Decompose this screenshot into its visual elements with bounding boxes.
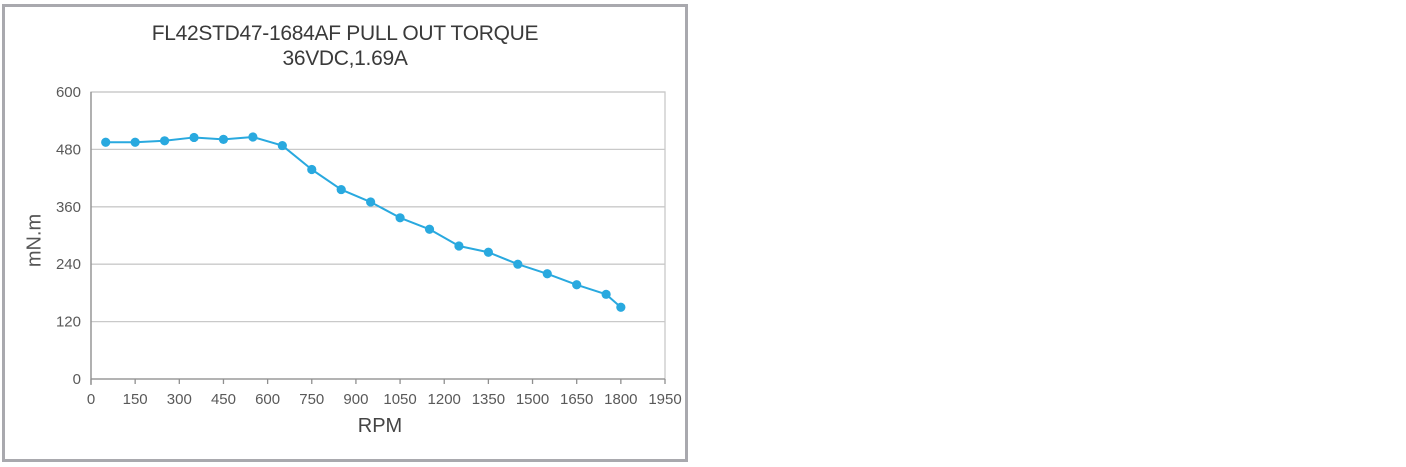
data-point [513, 259, 523, 269]
data-point [483, 247, 493, 257]
data-point [424, 224, 435, 234]
torque-line [104, 135, 622, 309]
x-tick-label: 1350 [472, 391, 505, 408]
data-point [336, 184, 346, 195]
data-point [307, 164, 317, 175]
data-point [542, 269, 552, 279]
torque-chart: FL42STD47-1684AF PULL OUT TORQUE 36VDC,1… [2, 4, 688, 462]
data-point [130, 137, 140, 147]
data-point [189, 132, 199, 143]
x-tick-label: 600 [255, 391, 280, 408]
x-tick-label: 450 [211, 391, 236, 408]
y-axis-title: mN.m [23, 213, 46, 268]
x-axis-title: RPM [357, 415, 403, 437]
y-tick-label: 240 [56, 256, 81, 273]
x-tick-label: 150 [123, 391, 148, 408]
plot-svg: 0 150 300 450 600 750 900 1050 1200 1350 1500 1650 1… [56, 84, 682, 408]
y-tick-label: 600 [56, 84, 81, 101]
x-tick-label: 1200 [428, 391, 461, 408]
y-tick-label: 480 [56, 141, 81, 158]
x-tick-label: 1650 [560, 391, 593, 408]
x-tick-label: 900 [343, 391, 368, 408]
data-point [277, 140, 287, 151]
x-tick-label: 1500 [516, 391, 549, 408]
chart-title: FL42STD47-1684AF PULL OUT TORQUE [151, 22, 539, 45]
y-tick-label: 120 [56, 314, 81, 331]
data-point [248, 132, 258, 142]
x-tick-label: 0 [87, 391, 95, 408]
data-point [454, 241, 464, 251]
data-point [616, 302, 626, 312]
data-point [159, 136, 170, 146]
plot-area-border [90, 91, 666, 380]
chart-subtitle: 36VDC,1.69A [282, 47, 408, 70]
data-point [218, 134, 229, 144]
data-point [601, 289, 611, 299]
data-point [101, 137, 111, 147]
data-point [366, 197, 376, 207]
x-tick-label: 300 [167, 391, 192, 408]
x-tick-label: 1950 [648, 391, 681, 408]
x-tick-label: 750 [299, 391, 324, 408]
x-tick-label: 1050 [383, 391, 416, 408]
data-point [395, 213, 405, 223]
y-tick-label: 360 [56, 199, 81, 216]
data-point [572, 280, 582, 290]
y-tick-label: 0 [73, 371, 81, 388]
x-tick-label: 1800 [604, 391, 637, 408]
